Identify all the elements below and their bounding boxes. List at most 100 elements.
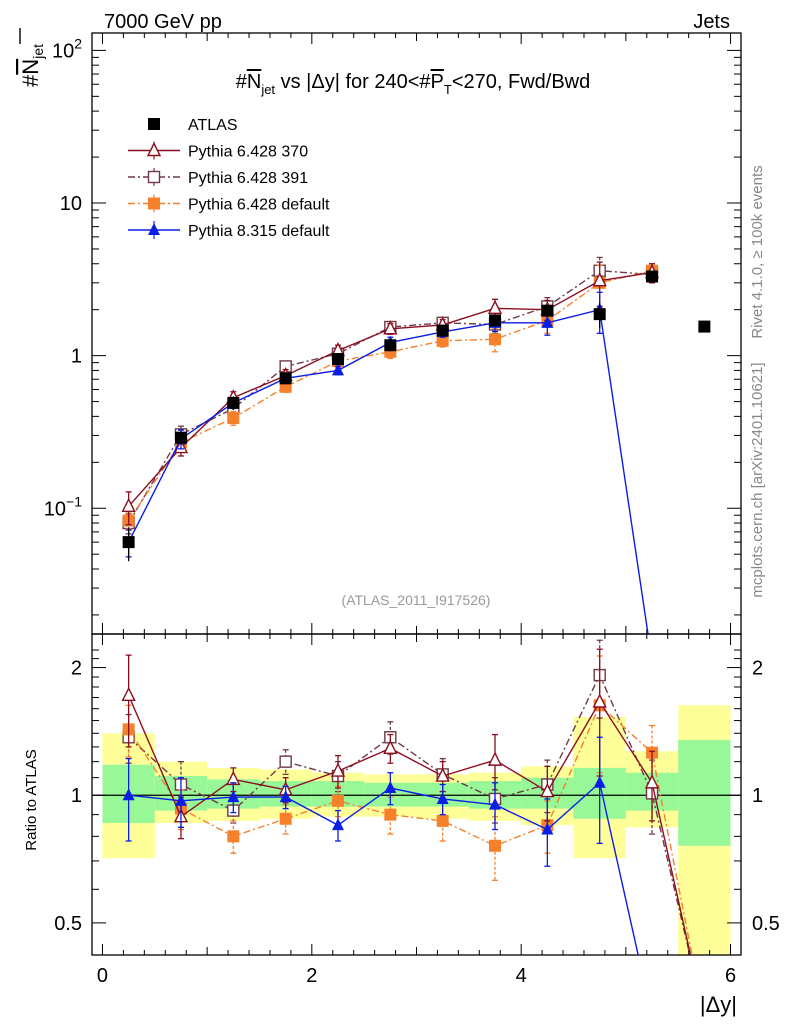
data-point bbox=[435, 767, 450, 782]
y-tick-label: 102 bbox=[52, 35, 82, 62]
legend-label: Pythia 8.315 default bbox=[188, 223, 330, 240]
data-point bbox=[592, 693, 607, 708]
energy-label: 7000 GeV pp bbox=[104, 11, 222, 33]
y-label-part: # bbox=[18, 74, 43, 87]
data-point bbox=[227, 396, 240, 409]
series-p391 bbox=[122, 256, 659, 535]
data-point bbox=[331, 794, 344, 807]
title-part: vs |Δy| for 240<# bbox=[275, 71, 431, 93]
data-point bbox=[489, 333, 502, 346]
data-point bbox=[384, 808, 397, 821]
x-tick-label: 4 bbox=[516, 965, 527, 987]
data-point bbox=[330, 762, 346, 777]
ratio-y-tick-label: 2 bbox=[71, 658, 82, 680]
y-tick-label: 10−1 bbox=[44, 493, 82, 520]
ratio-y-tick-label: 1 bbox=[71, 785, 82, 807]
data-point bbox=[147, 170, 161, 184]
data-point bbox=[592, 272, 607, 287]
data-point bbox=[383, 739, 398, 755]
data-point bbox=[384, 781, 397, 794]
data-point bbox=[384, 339, 397, 352]
data-point bbox=[279, 812, 292, 825]
data-point bbox=[227, 830, 240, 843]
data-point bbox=[436, 814, 449, 827]
title-part: N bbox=[247, 71, 261, 93]
main-series bbox=[121, 256, 711, 634]
data-point bbox=[227, 790, 240, 803]
y-tick-exponent: −1 bbox=[66, 493, 82, 509]
legend-label: Pythia 6.428 default bbox=[188, 197, 330, 214]
data-point bbox=[383, 320, 398, 335]
data-point bbox=[541, 304, 554, 317]
data-point bbox=[489, 797, 502, 810]
ratio-line bbox=[128, 704, 693, 955]
ratio-y-tick-label-right: 1 bbox=[752, 785, 763, 807]
data-point bbox=[593, 308, 606, 321]
data-point bbox=[148, 197, 160, 210]
data-point bbox=[541, 315, 554, 328]
uncertainty-band-inner bbox=[678, 739, 731, 846]
data-point bbox=[121, 686, 136, 702]
process-label: Jets bbox=[693, 11, 730, 33]
ratio-series-p8def bbox=[122, 736, 639, 955]
data-point bbox=[489, 314, 502, 327]
ratio-y-tick-label-right: 2 bbox=[752, 658, 763, 680]
ratio-y-tick-label: 0.5 bbox=[54, 913, 82, 935]
data-point bbox=[487, 751, 503, 766]
data-point bbox=[227, 412, 240, 425]
data-point bbox=[698, 320, 711, 333]
data-point bbox=[331, 818, 344, 831]
data-point bbox=[487, 299, 503, 315]
legend-label: Pythia 6.428 391 bbox=[188, 170, 308, 187]
ratio-series bbox=[121, 639, 693, 955]
data-point bbox=[148, 118, 160, 130]
y-tick-base: 10 bbox=[60, 193, 82, 215]
data-point bbox=[174, 793, 187, 806]
series-line bbox=[128, 270, 653, 524]
ratio-y-tick-label-right: 0.5 bbox=[752, 913, 780, 935]
ratio-panel: 0 2 4 6 |Δy| 0.5 0.5 1 1 2 2 Ratio to ATLAS bbox=[23, 633, 780, 1017]
data-point bbox=[146, 141, 162, 157]
data-point bbox=[331, 363, 344, 376]
title-subscript: T bbox=[444, 82, 452, 97]
y-tick-base: 10 bbox=[44, 498, 66, 520]
data-point bbox=[122, 788, 135, 801]
y-label-subscript: jet bbox=[30, 44, 46, 60]
x-tick-label: 6 bbox=[725, 965, 736, 987]
analysis-tag: (ATLAS_2011_I917526) bbox=[342, 592, 491, 608]
data-point bbox=[644, 774, 660, 789]
series-p370 bbox=[121, 261, 660, 526]
y-tick-label: 10 bbox=[60, 193, 82, 215]
ratio-axis-label: Ratio to ATLAS bbox=[23, 749, 40, 850]
x-axis-label: |Δy| bbox=[700, 992, 737, 1017]
data-point bbox=[593, 775, 606, 788]
data-point bbox=[436, 791, 449, 804]
data-point bbox=[646, 270, 659, 283]
data-point bbox=[279, 372, 292, 385]
y-axis-label: #Njet bbox=[18, 44, 46, 87]
rivet-version-label: Rivet 4.1.0, ≥ 100k events bbox=[749, 165, 766, 338]
data-point bbox=[279, 755, 292, 768]
mcplots-label: mcplots.cern.ch [arXiv:2401.10621] bbox=[749, 362, 766, 597]
ratio-line bbox=[127, 695, 692, 955]
y-label-part: N bbox=[18, 59, 43, 75]
y-tick-base: 1 bbox=[71, 346, 82, 368]
series-line bbox=[128, 270, 653, 521]
data-point bbox=[279, 790, 292, 803]
title-subscript: jet bbox=[260, 82, 275, 97]
legend-label: ATLAS bbox=[188, 117, 238, 134]
data-point bbox=[331, 353, 344, 366]
series-p6def bbox=[122, 263, 659, 530]
legend: ATLAS Pythia 6.428 370 Pythia 6.428 391 Pyt… bbox=[128, 117, 330, 240]
legend-label: Pythia 6.428 370 bbox=[188, 144, 308, 161]
x-tick-label: 0 bbox=[97, 965, 108, 987]
series-line bbox=[128, 308, 649, 634]
series-atlas bbox=[122, 270, 711, 562]
x-tick-label: 2 bbox=[306, 965, 317, 987]
title-part: <270, Fwd/Bwd bbox=[452, 71, 590, 93]
data-point bbox=[489, 839, 502, 852]
data-point bbox=[174, 431, 187, 444]
data-point bbox=[541, 822, 554, 835]
